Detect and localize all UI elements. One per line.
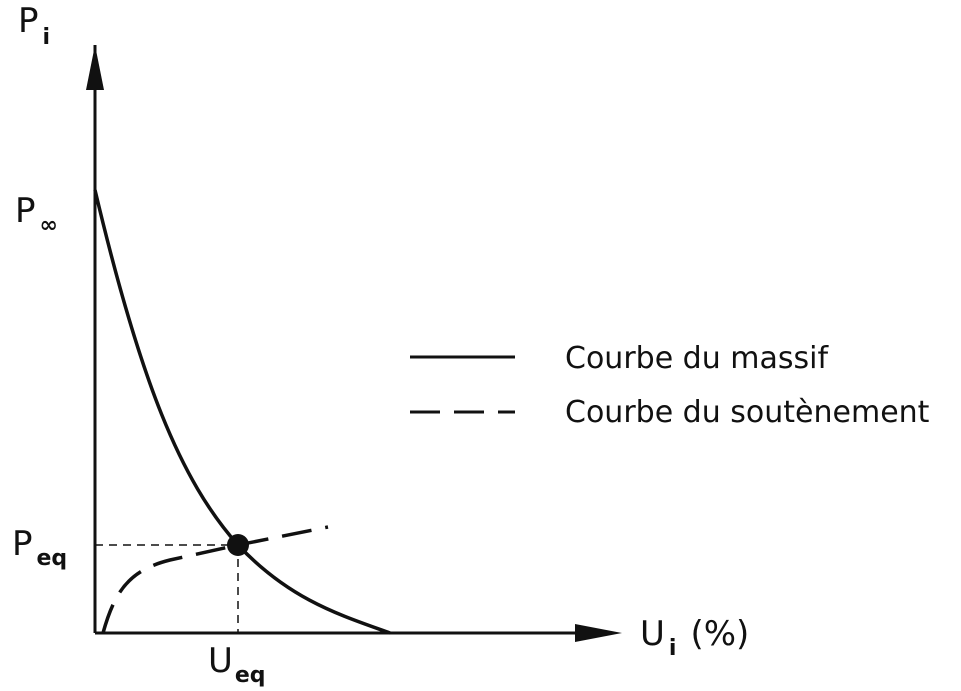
label-base: P <box>18 1 39 41</box>
guides <box>95 544 239 633</box>
axes <box>86 45 622 642</box>
label-base: P <box>12 524 33 564</box>
label-sub: i <box>669 636 677 661</box>
x-arrow <box>575 624 622 642</box>
equilibrium-point <box>227 534 249 556</box>
label-base: U <box>208 641 233 681</box>
p-inf-label: P ∞ <box>15 191 58 238</box>
legend-label: Courbe du massif <box>565 341 829 376</box>
label-suffix: (%) <box>690 614 749 654</box>
label-base: P <box>15 191 36 231</box>
label-sub: ∞ <box>40 213 58 238</box>
label-sub: eq <box>235 663 266 688</box>
label-base: U <box>640 614 665 654</box>
massif-curve <box>93 189 391 635</box>
u-eq-label: Ueq <box>208 641 266 688</box>
label-sub: i <box>43 25 51 50</box>
label-sub: eq <box>37 546 68 571</box>
support-curve <box>101 525 329 634</box>
y-arrow <box>86 45 104 90</box>
legend-label: Courbe du soutènement <box>565 395 930 430</box>
